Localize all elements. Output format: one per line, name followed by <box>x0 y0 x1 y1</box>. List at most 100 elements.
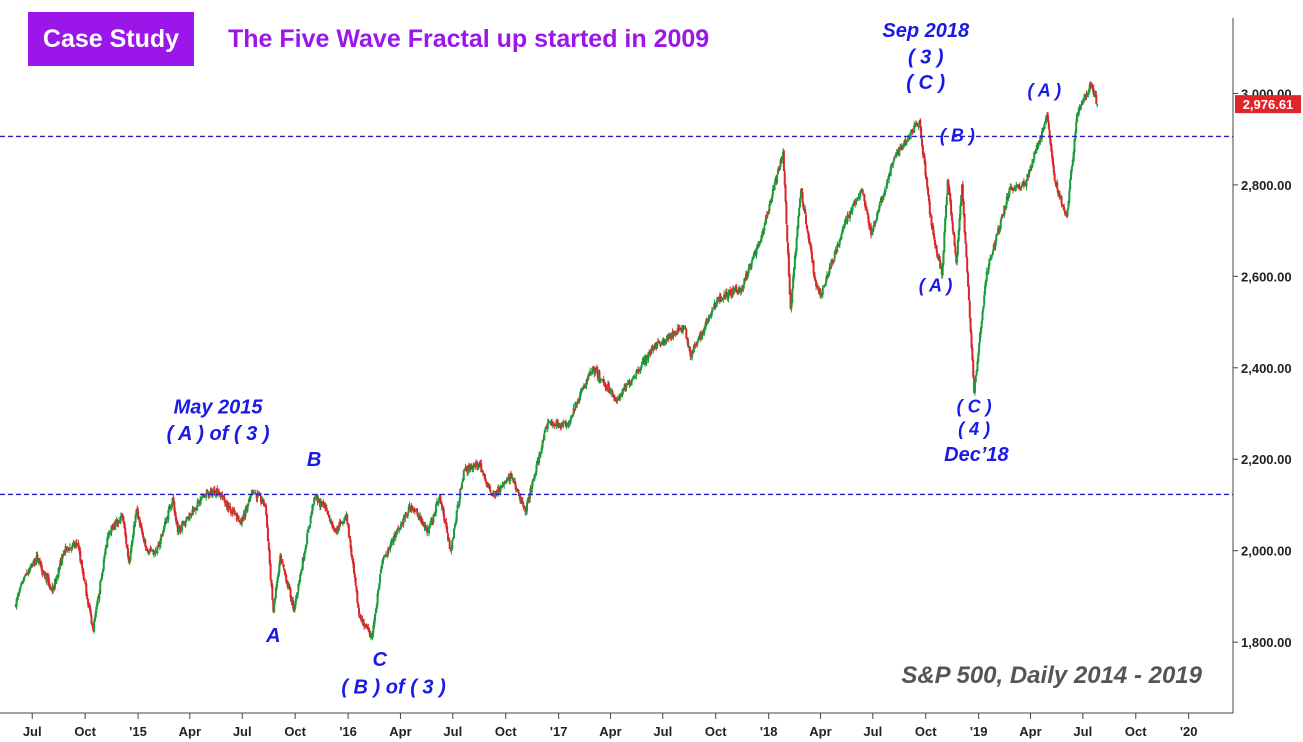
candle <box>271 583 274 602</box>
candle <box>872 221 875 232</box>
candle <box>411 505 414 512</box>
candle <box>477 463 480 470</box>
candle <box>324 501 327 512</box>
candle <box>747 264 750 277</box>
candle <box>857 193 860 198</box>
candle <box>567 420 570 429</box>
candle <box>759 241 762 246</box>
candle <box>924 159 927 179</box>
candle <box>828 263 831 276</box>
candle <box>398 528 401 534</box>
candle <box>761 228 764 239</box>
candle <box>407 503 410 514</box>
candle <box>752 251 755 260</box>
candle <box>971 343 974 362</box>
candle <box>967 284 970 301</box>
candle <box>647 351 650 363</box>
candle <box>969 317 972 334</box>
candle <box>629 380 632 387</box>
candle <box>460 482 463 489</box>
x-tick-label: Apr <box>809 724 831 739</box>
candle <box>196 497 199 511</box>
x-tick-label: Oct <box>705 724 727 739</box>
candle <box>338 518 341 531</box>
x-tick-label: Jul <box>23 724 42 739</box>
candle <box>961 180 964 206</box>
candle <box>595 364 598 371</box>
candle <box>374 613 377 625</box>
candle <box>297 583 300 595</box>
candle <box>791 287 794 306</box>
candle <box>729 286 732 296</box>
candle <box>838 238 841 248</box>
candle <box>308 524 311 530</box>
candle <box>391 538 394 543</box>
wave-label: A <box>265 625 280 647</box>
candle <box>247 497 250 506</box>
wave-label: May 2015 <box>174 397 264 419</box>
candle <box>978 341 981 357</box>
candle <box>564 419 567 428</box>
candle <box>725 288 728 293</box>
candle <box>820 292 823 300</box>
candle <box>264 503 267 506</box>
candle <box>637 366 640 374</box>
candle <box>205 489 208 501</box>
candle <box>972 356 975 379</box>
candle <box>1045 115 1048 125</box>
x-tick-label: '20 <box>1180 724 1198 739</box>
candle <box>639 367 642 375</box>
x-tick-label: Jul <box>233 724 252 739</box>
candle <box>770 193 773 203</box>
candle <box>979 327 982 339</box>
candle <box>930 214 933 230</box>
candle <box>359 614 362 622</box>
candle <box>663 338 666 347</box>
candle <box>798 206 801 218</box>
candle <box>325 504 328 512</box>
x-tick-label: Jul <box>1073 724 1092 739</box>
candle <box>819 287 822 299</box>
candle <box>538 451 541 466</box>
candle <box>804 211 807 225</box>
candle <box>144 538 147 548</box>
candle <box>526 500 529 515</box>
candle <box>123 520 126 530</box>
candle <box>1058 190 1061 200</box>
candle <box>458 497 461 509</box>
candle <box>455 510 458 525</box>
candle <box>402 514 405 528</box>
candle <box>199 495 202 507</box>
candle <box>631 378 634 386</box>
candle <box>266 524 269 542</box>
candle <box>546 418 549 433</box>
x-tick-label: '19 <box>970 724 988 739</box>
candle <box>854 197 857 206</box>
candle <box>108 529 111 534</box>
candle <box>1005 192 1008 209</box>
candle <box>35 552 38 566</box>
candle <box>538 451 541 460</box>
x-tick-label: '15 <box>129 724 147 739</box>
wave-label: ( 3 ) <box>908 46 944 68</box>
candle <box>86 591 89 600</box>
candle <box>555 418 558 430</box>
candle <box>1053 170 1056 182</box>
x-tick-label: Jul <box>443 724 462 739</box>
candle <box>804 205 807 215</box>
candle <box>1069 177 1072 192</box>
x-tick-label: Apr <box>599 724 621 739</box>
candle <box>266 513 269 528</box>
candle <box>282 563 285 570</box>
candle <box>668 332 671 340</box>
candle <box>697 337 700 343</box>
candle <box>415 508 418 513</box>
candle <box>952 230 955 236</box>
candle <box>842 224 845 234</box>
candle <box>150 546 153 552</box>
candle <box>447 539 450 541</box>
candle <box>861 188 864 195</box>
x-tick-label: Oct <box>495 724 517 739</box>
candle <box>108 530 111 538</box>
candle <box>876 209 879 217</box>
